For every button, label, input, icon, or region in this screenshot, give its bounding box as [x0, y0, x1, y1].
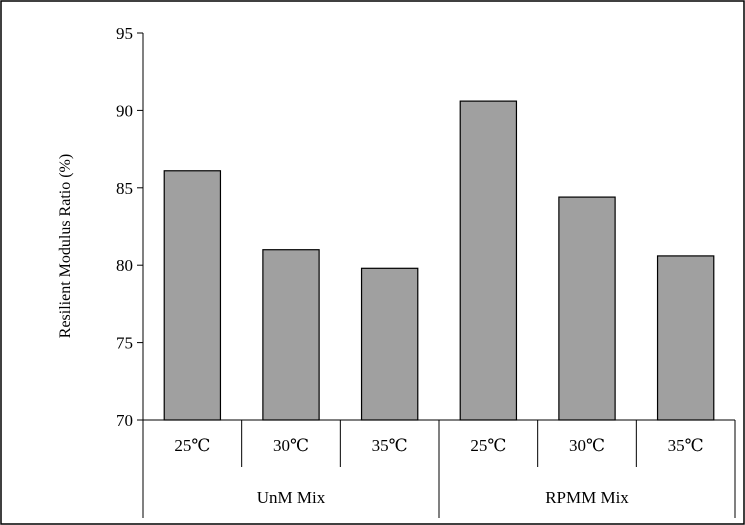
- category-label: 35℃: [668, 436, 704, 455]
- category-label: 25℃: [470, 436, 506, 455]
- y-axis-label: Resilient Modulus Ratio (%): [57, 154, 74, 338]
- category-label: 25℃: [174, 436, 210, 455]
- category-label: 30℃: [273, 436, 309, 455]
- y-tick-label: 85: [116, 179, 133, 198]
- group-label: UnM Mix: [257, 488, 326, 507]
- y-tick-label: 95: [116, 24, 133, 43]
- group-label: RPMM Mix: [545, 488, 629, 507]
- bar: [262, 249, 320, 421]
- category-label: 35℃: [372, 436, 408, 455]
- y-tick-label: 75: [116, 334, 133, 353]
- y-tick-label: 70: [116, 411, 133, 430]
- bar: [558, 196, 616, 421]
- bar: [360, 267, 419, 421]
- y-tick-label: 90: [116, 101, 133, 120]
- bar: [163, 170, 222, 421]
- bar: [656, 255, 715, 421]
- y-tick-label: 80: [116, 256, 133, 275]
- category-label: 30℃: [569, 436, 605, 455]
- bar: [459, 100, 518, 421]
